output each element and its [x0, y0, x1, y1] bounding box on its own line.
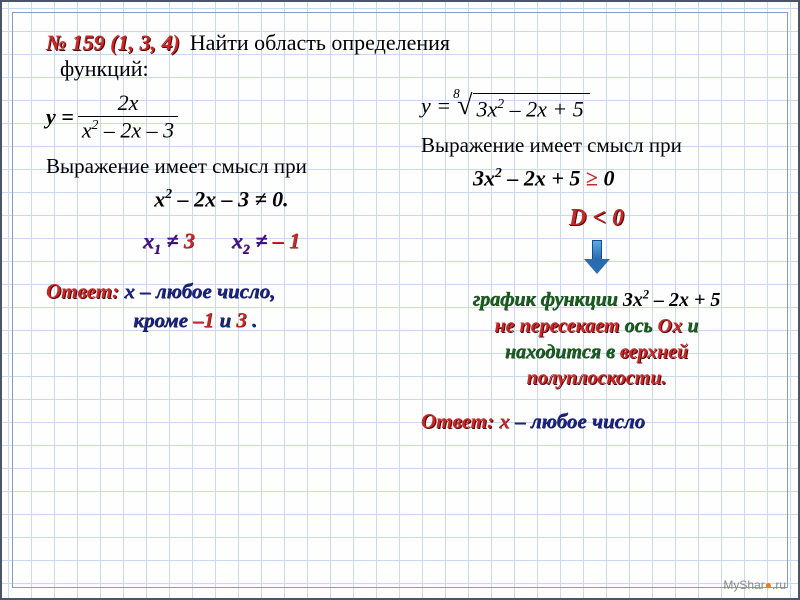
arrow-wrap: [421, 240, 772, 280]
header-row: № 159 (1, 3, 4) Найти область определени…: [46, 30, 772, 56]
answer-text-1: x – любое число,: [124, 279, 275, 303]
fraction-denominator: x2 – 2x – 3: [78, 117, 178, 143]
root2: x2 ≠: [232, 228, 273, 253]
y-equals-left: у =: [46, 104, 74, 130]
radicand: 3x2 – 2x + 5: [473, 93, 590, 122]
fraction: 2x x2 – 2x – 3: [78, 90, 178, 143]
left-column: у = 2x x2 – 2x – 3 Выражение имеет смысл…: [46, 88, 397, 435]
right-condition: 3x2 – 2x + 5 ≥ 0: [421, 165, 772, 191]
title-line2: функций:: [60, 56, 772, 82]
d-badge: D < 0: [569, 205, 624, 231]
right-meaning: Выражение имеет смысл при: [421, 132, 772, 158]
answer-label-left: Ответ:: [46, 279, 119, 303]
answer-label-right: Ответ:: [421, 409, 494, 433]
left-equation: у = 2x x2 – 2x – 3: [46, 90, 397, 143]
right-equation: y = 8 √ 3x2 – 2x + 5: [421, 90, 590, 122]
two-columns: у = 2x x2 – 2x – 3 Выражение имеет смысл…: [46, 88, 772, 435]
y-equals-right: y =: [421, 93, 451, 119]
down-arrow-icon: [584, 240, 610, 274]
left-condition: x2 – 2x – 3 ≠ 0.: [46, 186, 397, 212]
root-index: 8: [453, 86, 460, 102]
discriminant-line: D < 0: [421, 205, 772, 232]
right-answer: Ответ: x – любое число: [421, 407, 772, 435]
roots-line: x1 ≠ 3 x2 ≠ – 1: [46, 228, 397, 257]
fraction-numerator: 2x: [114, 90, 143, 116]
watermark: MyShar●.ru: [723, 578, 786, 592]
title-line1: Найти область определения: [190, 30, 450, 56]
root1: x1 ≠: [143, 228, 184, 253]
right-column: y = 8 √ 3x2 – 2x + 5 Выражение имеет смы…: [421, 88, 772, 435]
radical: 8 √ 3x2 – 2x + 5: [457, 90, 590, 122]
left-answer: Ответ: x – любое число, кроме –1 и 3 .: [46, 277, 397, 334]
left-meaning: Выражение имеет смысл при: [46, 153, 397, 179]
graph-conclusion: график функции 3x2 – 2x + 5 не пересекае…: [421, 286, 772, 391]
problem-number: № 159 (1, 3, 4): [46, 30, 180, 56]
